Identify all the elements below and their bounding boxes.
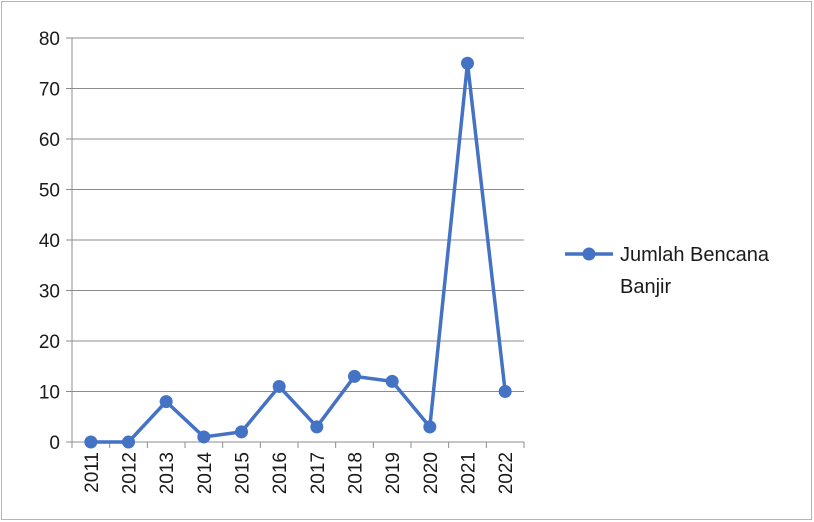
data-point xyxy=(348,369,361,383)
x-tick-label: 2015 xyxy=(233,452,254,494)
y-tick-label: 40 xyxy=(39,231,60,252)
series-group xyxy=(84,56,512,449)
data-point xyxy=(498,385,512,398)
data-point xyxy=(385,374,399,388)
data-point xyxy=(423,420,437,434)
x-tick-label: 2022 xyxy=(496,452,517,494)
y-tick-label: 80 xyxy=(39,29,60,50)
series-line xyxy=(90,61,507,444)
data-point xyxy=(310,420,324,434)
y-axis-ticks: 0 10 20 30 40 50 60 70 80 xyxy=(39,29,60,454)
y-tick-label: 60 xyxy=(39,130,60,151)
gridlines xyxy=(72,37,524,392)
x-axis-ticks: 2011 2012 2013 2014 2015 2016 2017 2018 2019 2020… xyxy=(82,452,517,495)
data-point xyxy=(159,395,173,409)
x-tick-label: 2012 xyxy=(120,452,141,494)
data-point xyxy=(84,435,98,449)
data-point xyxy=(235,425,248,439)
axes xyxy=(66,37,525,448)
x-tick-label: 2019 xyxy=(383,452,404,494)
y-tick-label: 10 xyxy=(39,383,60,404)
x-tick-label: 2018 xyxy=(346,452,367,494)
legend-point-marker xyxy=(582,247,596,261)
x-tick-label: 2011 xyxy=(82,452,103,493)
y-tick-label: 50 xyxy=(39,181,60,202)
legend-label-line2: Banjir xyxy=(620,276,671,298)
y-tick-label: 20 xyxy=(39,332,60,353)
legend: Jumlah Bencana Banjir xyxy=(565,244,770,298)
y-tick-label: 70 xyxy=(39,80,60,101)
x-tick-label: 2021 xyxy=(459,452,480,494)
x-tick-label: 2020 xyxy=(421,452,442,494)
y-tick-label: 30 xyxy=(39,282,60,303)
data-point xyxy=(461,56,474,70)
legend-label-line1: Jumlah Bencana xyxy=(620,244,770,266)
x-tick-label: 2016 xyxy=(270,452,291,494)
x-tick-label: 2013 xyxy=(157,452,178,494)
x-tick-label: 2014 xyxy=(195,452,216,495)
data-point xyxy=(122,435,135,449)
data-point xyxy=(197,430,211,444)
x-tick-label: 2017 xyxy=(308,452,329,494)
data-point xyxy=(272,379,286,393)
y-tick-label: 0 xyxy=(49,433,60,454)
